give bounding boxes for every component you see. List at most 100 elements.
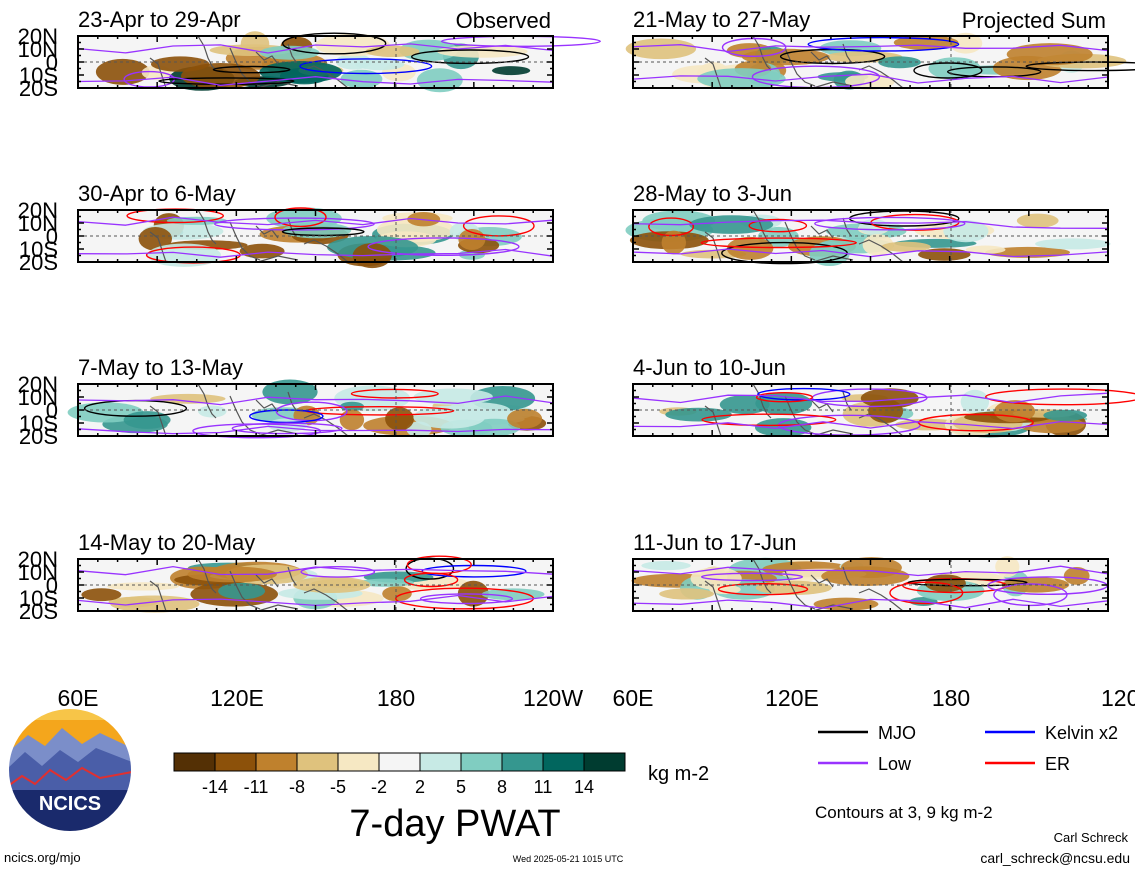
y-tick-label: 0 [46, 398, 58, 423]
contour-line [700, 237, 857, 249]
chart-title: 7-day PWAT [349, 803, 560, 845]
contour-line [299, 58, 433, 75]
anomaly-shade [468, 418, 521, 437]
colorbar-swatch [337, 752, 380, 772]
colorbar-tick-label: -2 [371, 777, 387, 797]
x-tick-label: 120W [523, 685, 583, 711]
anomaly-shade [239, 243, 285, 259]
y-tick-label: 10S [19, 237, 58, 262]
contour-line [403, 572, 459, 588]
author-name: Carl Schreck [1054, 830, 1129, 845]
anomaly-shade [995, 556, 1020, 578]
site-url[interactable]: ncics.org/mjo [4, 850, 81, 865]
anomaly-shade [726, 236, 774, 260]
anomaly-shade [492, 66, 531, 76]
colorbar-swatch [173, 752, 216, 772]
coastline [858, 588, 904, 612]
anomaly-shade [507, 408, 543, 429]
anomaly-shade [81, 588, 122, 602]
colorbar-swatch [583, 752, 626, 772]
contour-line [300, 566, 376, 578]
anomaly-shade [481, 588, 545, 601]
y-tick-label: 20S [19, 599, 58, 624]
colorbar: -14 -11 -8 -5 -2 2 5 8 11 14 [173, 752, 626, 797]
contour-line [281, 227, 365, 237]
anomaly-shade [965, 245, 1006, 254]
coastline [149, 580, 167, 612]
coastline [812, 255, 854, 263]
coastline [858, 65, 904, 89]
y-tick-label: 20S [19, 250, 58, 275]
author-email[interactable]: carl_schreck@ncsu.edu [980, 850, 1130, 866]
contour-line [814, 216, 966, 231]
colorbar-tick-label: 5 [456, 777, 466, 797]
contour-note: Contours at 3, 9 kg m-2 [815, 803, 993, 822]
anomaly-shade [1006, 43, 1093, 66]
y-tick-label: 10S [19, 411, 58, 436]
anomaly-shade [218, 582, 266, 600]
anomaly-shade [821, 566, 910, 586]
x-tick-label: 120E [210, 685, 264, 711]
anomaly-shade [110, 595, 200, 613]
column-label: Observed [456, 8, 551, 33]
contour-line [367, 237, 520, 257]
contour-line [632, 392, 1109, 404]
ncics-logo: NCICS [7, 707, 133, 833]
coastline [255, 51, 279, 65]
contour-line [700, 572, 804, 582]
contour-line [1025, 61, 1135, 72]
y-tick-label: 20N [18, 372, 58, 397]
anomaly-shade [1043, 409, 1088, 421]
legend-label-low: Low [878, 754, 912, 774]
y-tick-label: 10N [18, 560, 58, 585]
colorbar-tick-label: 2 [415, 777, 425, 797]
panel-period-label: 23-Apr to 29-Apr [78, 7, 241, 32]
y-tick-label: 20N [18, 198, 58, 223]
colorbar-swatch [255, 752, 298, 772]
map-panel: 11-Jun to 17-Jun [631, 530, 1109, 612]
coastline [752, 383, 772, 419]
contour-line [77, 216, 554, 226]
anomaly-shade [399, 39, 458, 62]
contour-line [632, 420, 1109, 430]
anomaly-shade [339, 409, 365, 431]
panel-period-label: 28-May to 3-Jun [633, 181, 792, 206]
legend-label-mjo: MJO [878, 723, 916, 743]
colorbar-swatch [501, 752, 544, 772]
y-tick-label: 0 [46, 224, 58, 249]
anomaly-shade [641, 561, 691, 571]
contour-line [231, 422, 343, 435]
contour-line [918, 413, 1034, 432]
y-tick-label: 10N [18, 385, 58, 410]
coastline [812, 604, 854, 612]
anomaly-shade [868, 399, 904, 423]
contour-line [213, 217, 375, 231]
colorbar-swatch [542, 752, 585, 772]
y-tick-label: 20N [18, 547, 58, 572]
coastline [842, 391, 852, 411]
colorbar-tick-label: 14 [574, 777, 594, 797]
coastline [197, 558, 217, 594]
contour-line [993, 583, 1068, 607]
contour-line [632, 565, 1109, 577]
anomaly-shade [697, 68, 786, 90]
coastline [704, 580, 722, 612]
coastline [257, 81, 299, 89]
timestamp: Wed 2025-05-21 1015 UTC [513, 854, 624, 864]
x-tick-label: 180 [932, 685, 970, 711]
y-tick-label: 10N [18, 37, 58, 62]
coastline [784, 395, 816, 435]
panel-period-label: 11-Jun to 17-Jun [633, 530, 796, 555]
coastline [784, 47, 816, 87]
coastline [303, 239, 349, 263]
panels-group: 23-Apr to 29-Apr Observed20N10N010S20S30-… [18, 7, 1135, 624]
x-tick-label: 120E [765, 685, 819, 711]
panel-period-label: 21-May to 27-May [633, 7, 810, 32]
contour-line [77, 248, 554, 258]
contour-line [913, 62, 983, 79]
contour-line [248, 409, 324, 424]
legend: MJO Kelvin x2 Low ER [818, 723, 1118, 774]
coastline [257, 255, 299, 263]
y-tick-label: 10S [19, 586, 58, 611]
